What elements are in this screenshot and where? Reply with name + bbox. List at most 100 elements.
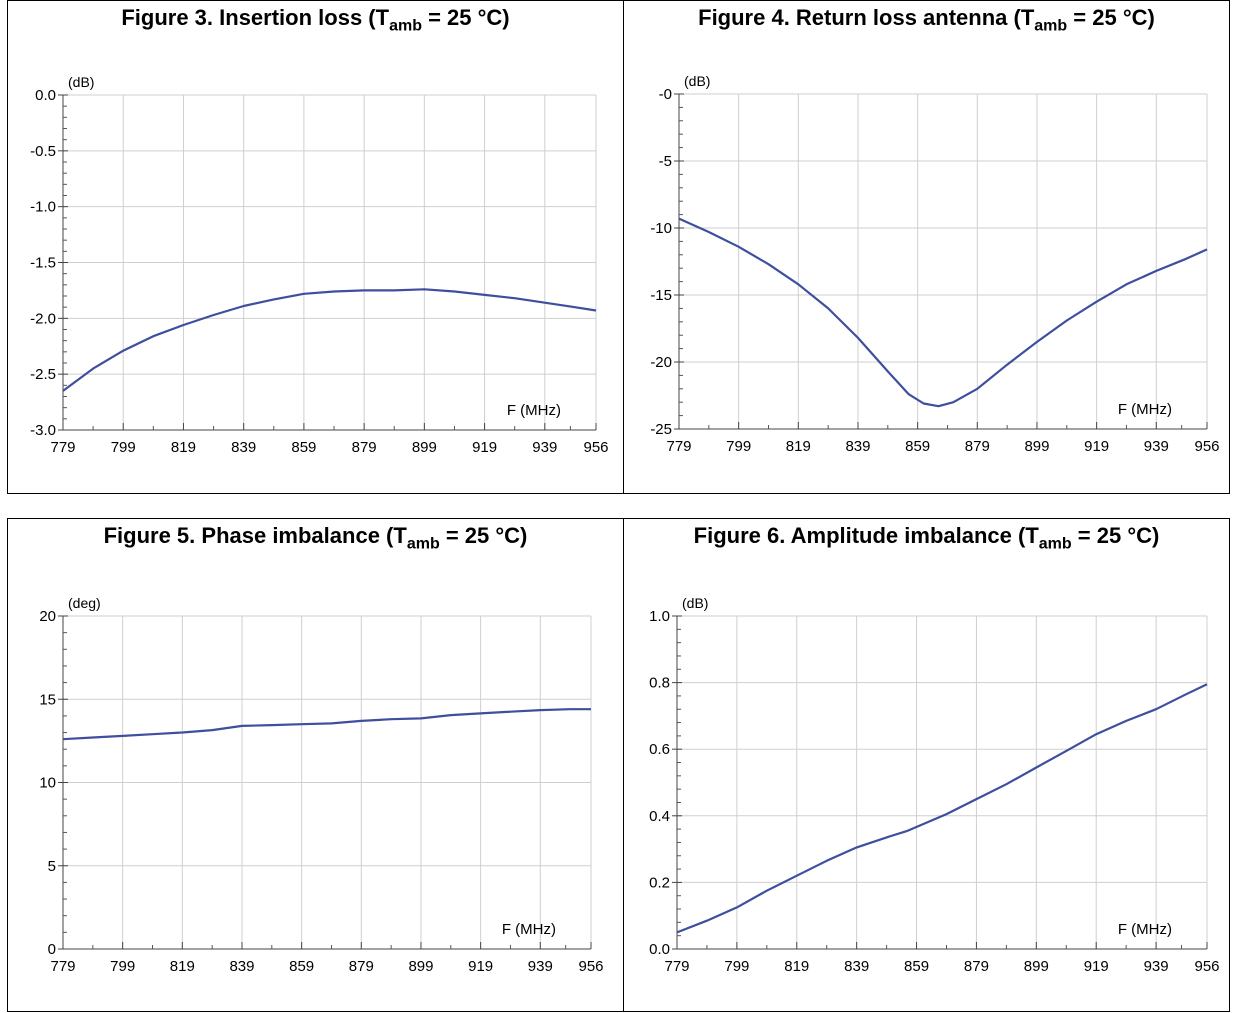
y-unit-label: (dB) [684,73,710,89]
y-tick-label: -2.5 [30,366,56,383]
x-tick-label: 939 [528,958,553,975]
x-tick-label: 779 [666,438,691,455]
x-tick-label: 879 [349,958,374,975]
y-tick-label: 10 [39,775,56,792]
y-tick-label: 1.0 [649,608,670,625]
x-tick-label: 819 [784,958,809,975]
x-tick-label: 839 [229,958,254,975]
grid [62,615,592,950]
x-tick-label: 799 [726,438,751,455]
y-tick-label: 15 [39,691,56,708]
y-tick-label: -1.5 [30,255,56,272]
x-tick-label: 899 [1024,438,1049,455]
y-tick-label: -0.5 [30,143,56,160]
figure-title-subscript: amb [1034,17,1068,35]
y-tick-label: -20 [650,354,672,371]
x-tick-label: 956 [1194,958,1219,975]
x-tick-label: 799 [111,439,136,456]
x-axis-label: F (MHz) [502,921,556,938]
series-line [62,708,591,741]
y-tick-label: -3.0 [30,422,56,439]
x-tick-label: 859 [905,438,930,455]
y-tick-label: -1.0 [30,199,56,216]
y-tick-label: 20 [39,608,56,625]
x-tick-label: 919 [468,958,493,975]
y-tick-label: 0.4 [649,808,670,825]
y-tick-label: -2.0 [30,310,56,327]
grid [62,94,597,431]
y-tick-label: 0.0 [35,87,56,104]
x-axis-label: F (MHz) [507,402,561,419]
x-tick-label: 859 [289,958,314,975]
figure-title-text: Figure 3. Insertion loss (T [121,5,390,30]
y-tick-label: -15 [650,287,672,304]
figure-title-text: Figure 4. Return loss antenna (T [698,5,1035,30]
x-tick-label: 879 [965,438,990,455]
series-line [676,683,1208,934]
figure-title: Figure 4. Return loss antenna (Tamb = 25… [624,5,1229,35]
grid [676,615,1208,950]
series-line [678,217,1208,408]
y-tick-label: 0.8 [649,675,670,692]
x-tick-label: 859 [291,439,316,456]
figure-title-text: Figure 5. Phase imbalance (T [103,523,407,548]
x-tick-label: 956 [583,439,608,456]
x-tick-label: 819 [171,439,196,456]
figure-title-text: Figure 6. Amplitude imbalance (T [693,523,1039,548]
x-tick-label: 779 [50,439,75,456]
y-unit-label: (dB) [68,74,94,90]
x-axis-label: F (MHz) [1118,921,1172,938]
x-tick-label: 939 [1144,438,1169,455]
figure-panel-return-loss: Figure 4. Return loss antenna (Tamb = 25… [623,0,1230,494]
y-tick-label: -25 [650,421,672,438]
x-tick-label: 939 [532,439,557,456]
y-unit-label: (deg) [68,595,101,611]
x-tick-label: 819 [786,438,811,455]
figure-title-subscript: amb [406,535,440,553]
figure-title: Figure 5. Phase imbalance (Tamb = 25 °C) [8,523,623,553]
figure-title-subscript: amb [1038,535,1072,553]
grid [678,93,1208,430]
figure-title-suffix: = 25 °C) [439,523,528,548]
x-tick-label: 779 [664,958,689,975]
figure-title-suffix: = 25 °C) [1067,5,1155,30]
figure-panel-amplitude-imbalance: Figure 6. Amplitude imbalance (Tamb = 25… [623,518,1230,1012]
y-tick-label: -5 [659,153,672,170]
figure-title-suffix: = 25 °C) [1071,523,1160,548]
figure-title: Figure 6. Amplitude imbalance (Tamb = 25… [624,523,1229,553]
figure-title-suffix: = 25 °C) [421,5,510,30]
y-tick-label: -0 [659,86,672,103]
x-tick-label: 879 [352,439,377,456]
x-tick-label: 839 [231,439,256,456]
x-tick-label: 779 [50,958,75,975]
x-tick-label: 859 [904,958,929,975]
x-tick-label: 839 [845,438,870,455]
y-tick-label: 0.2 [649,874,670,891]
x-tick-label: 799 [110,958,135,975]
x-tick-label: 919 [472,439,497,456]
x-tick-label: 819 [170,958,195,975]
y-tick-label: 5 [48,858,56,875]
series-line [62,288,597,392]
x-tick-label: 956 [1194,438,1219,455]
figure-title-subscript: amb [389,17,422,35]
x-tick-label: 919 [1084,438,1109,455]
x-tick-label: 939 [1144,958,1169,975]
y-unit-label: (dB) [682,595,708,611]
figure-panel-insertion-loss: Figure 3. Insertion loss (Tamb = 25 °C) … [7,0,624,494]
figure-title: Figure 3. Insertion loss (Tamb = 25 °C) [8,5,623,35]
y-tick-label: 0.6 [649,741,670,758]
y-tick-label: 0.0 [649,941,670,958]
x-tick-label: 879 [964,958,989,975]
y-tick-label: 0 [48,941,56,958]
x-tick-label: 799 [724,958,749,975]
x-tick-label: 899 [412,439,437,456]
y-tick-label: -10 [650,220,672,237]
x-tick-label: 956 [578,958,603,975]
x-axis-label: F (MHz) [1118,401,1172,418]
x-tick-label: 919 [1084,958,1109,975]
x-tick-label: 899 [408,958,433,975]
